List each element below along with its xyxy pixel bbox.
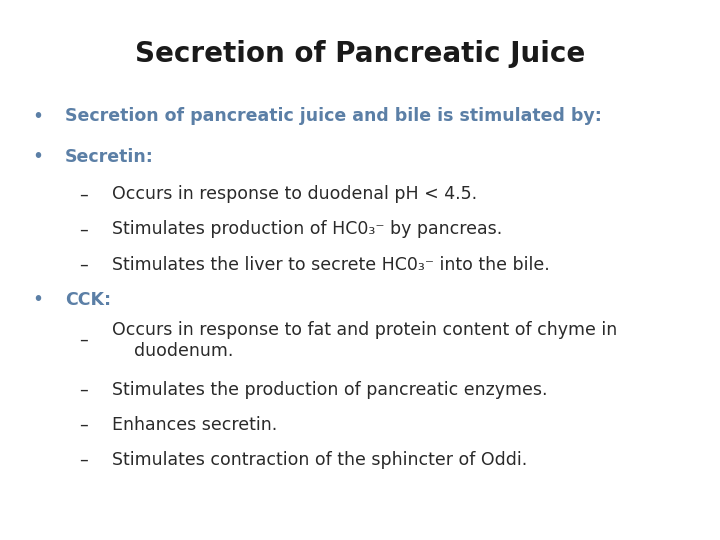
Text: Stimulates the production of pancreatic enzymes.: Stimulates the production of pancreatic … [112, 381, 547, 399]
Text: –: – [79, 185, 88, 204]
Text: –: – [79, 381, 88, 399]
Text: Stimulates the liver to secrete HC0₃⁻ into the bile.: Stimulates the liver to secrete HC0₃⁻ in… [112, 255, 549, 274]
Text: Stimulates production of HC0₃⁻ by pancreas.: Stimulates production of HC0₃⁻ by pancre… [112, 220, 502, 239]
Text: Secretion of pancreatic juice and bile is stimulated by:: Secretion of pancreatic juice and bile i… [65, 107, 602, 125]
Text: Occurs in response to fat and protein content of chyme in
    duodenum.: Occurs in response to fat and protein co… [112, 321, 617, 360]
Text: Secretion of Pancreatic Juice: Secretion of Pancreatic Juice [135, 40, 585, 69]
Text: Enhances secretin.: Enhances secretin. [112, 416, 277, 434]
Text: –: – [79, 220, 88, 239]
Text: –: – [79, 416, 88, 434]
Text: –: – [79, 451, 88, 469]
Text: Occurs in response to duodenal pH < 4.5.: Occurs in response to duodenal pH < 4.5. [112, 185, 477, 204]
Text: •: • [32, 290, 43, 309]
Text: •: • [32, 147, 43, 166]
Text: •: • [32, 106, 43, 126]
Text: Secretin:: Secretin: [65, 147, 153, 166]
Text: –: – [79, 331, 88, 349]
Text: –: – [79, 255, 88, 274]
Text: CCK:: CCK: [65, 291, 111, 309]
Text: Stimulates contraction of the sphincter of Oddi.: Stimulates contraction of the sphincter … [112, 451, 527, 469]
